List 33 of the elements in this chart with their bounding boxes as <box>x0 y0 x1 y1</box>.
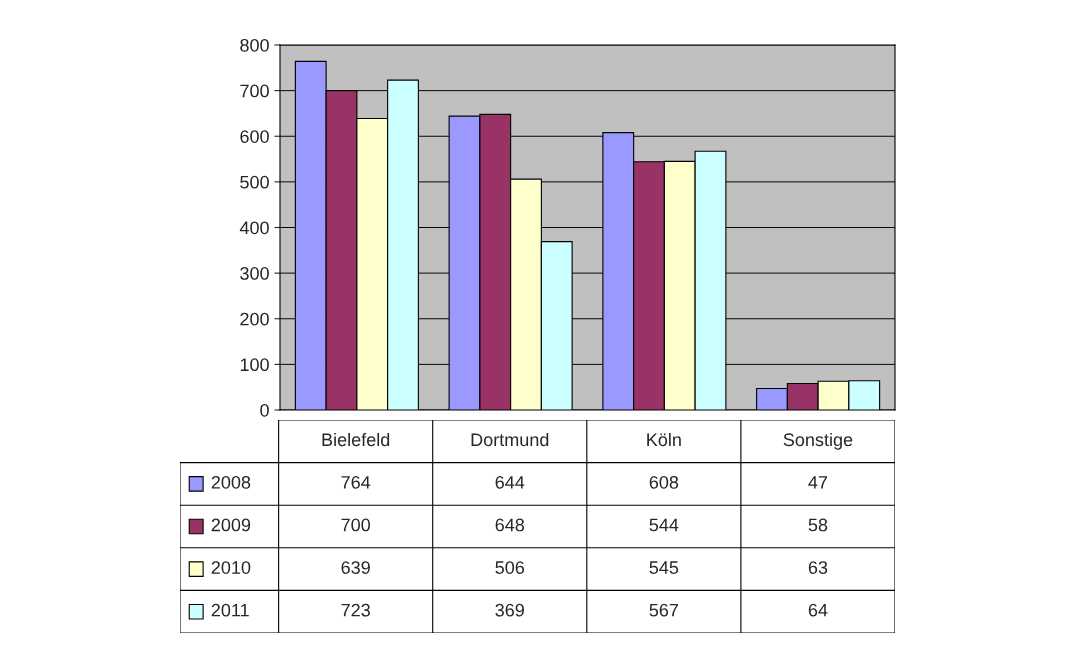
legend-label: 2009 <box>211 518 251 532</box>
data-label: 544 <box>649 518 679 532</box>
data-label: 58 <box>808 518 828 532</box>
data-label: 608 <box>649 475 679 489</box>
data-label: 764 <box>341 475 371 489</box>
data-label: 648 <box>495 518 525 532</box>
x-tick-label: Bielefeld <box>322 432 390 447</box>
x-tick-label: Dortmund <box>471 432 549 447</box>
y-tick-label: 500 <box>240 175 269 189</box>
y-tick-label: 700 <box>240 84 269 98</box>
y-tick-label: 100 <box>240 358 269 372</box>
y-tick-label: 400 <box>239 221 269 235</box>
data-label: 63 <box>808 561 828 574</box>
data-label: 506 <box>495 561 525 574</box>
data-label: 545 <box>649 561 679 574</box>
data-label: 644 <box>495 475 525 489</box>
data-label: 47 <box>808 476 828 489</box>
y-tick-label: 600 <box>240 130 269 143</box>
data-label: 64 <box>808 603 828 617</box>
y-tick-label: 200 <box>240 312 269 326</box>
y-tick-label: 800 <box>240 38 269 52</box>
data-label: 369 <box>495 603 524 617</box>
x-tick-label: Köln <box>647 432 681 447</box>
legend-label: 2008 <box>211 475 251 489</box>
data-label: 723 <box>341 603 370 617</box>
data-label: 567 <box>649 603 679 617</box>
data-label: 700 <box>341 518 371 532</box>
x-tick-label: Sonstige <box>783 432 853 450</box>
y-tick-label: 0 <box>260 403 269 417</box>
y-tick-label: 300 <box>240 267 269 280</box>
legend-label: 2011 <box>211 603 249 617</box>
legend-label: 2010 <box>211 561 251 574</box>
data-label: 639 <box>341 561 370 574</box>
